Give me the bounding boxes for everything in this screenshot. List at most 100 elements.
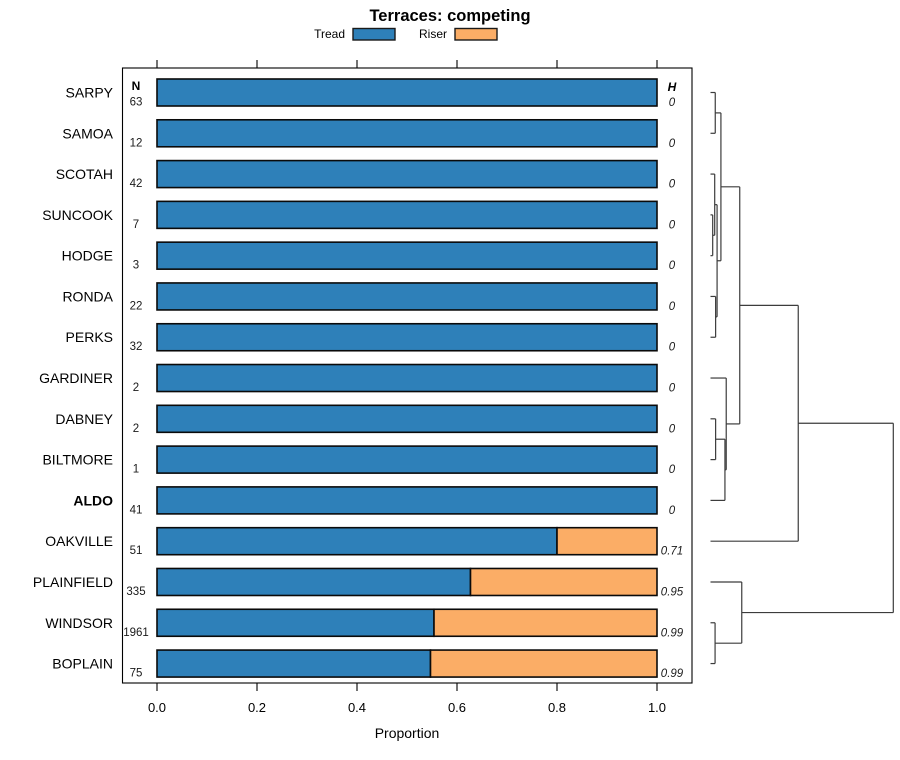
x-tick-label: 0.8 [548, 700, 566, 715]
chart-row-oakville: OAKVILLE 51 0.71 [45, 526, 683, 558]
n-column-header: N [132, 79, 141, 93]
row-label-dabney: DABNEY [55, 411, 113, 427]
h-value-dabney: 0 [669, 423, 676, 435]
n-value-windsor: 1961 [123, 627, 149, 639]
chart-row-ronda: RONDA 22 0 [62, 282, 676, 313]
n-value-dabney: 2 [133, 423, 139, 435]
chart-title: Terraces: competing [369, 7, 530, 25]
chart-row-boplain: BOPLAIN 75 0.99 [52, 649, 684, 680]
bar-tread-windsor [156, 608, 435, 638]
legend-swatch-riser [454, 27, 498, 41]
bar-tread-sarpy [156, 78, 658, 107]
bar-tread-biltmore [156, 445, 658, 474]
chart-row-aldo: ALDO 41 0 [73, 486, 676, 517]
h-value-hodge: 0 [669, 260, 676, 272]
h-value-perks: 0 [669, 342, 676, 354]
n-value-suncook: 7 [133, 219, 139, 231]
h-value-ronda: 0 [669, 301, 676, 313]
bar-riser-oakville [556, 526, 658, 556]
n-value-ronda: 22 [130, 300, 143, 312]
n-value-biltmore: 1 [133, 464, 139, 476]
chart-row-biltmore: BILTMORE 1 0 [42, 445, 676, 476]
chart-row-sarpy: SARPY 63 0 [66, 78, 676, 109]
row-label-biltmore: BILTMORE [42, 452, 113, 468]
row-label-suncook: SUNCOOK [42, 207, 113, 223]
bar-tread-aldo [156, 486, 658, 515]
x-axis-label: Proportion [375, 725, 440, 741]
row-label-boplain: BOPLAIN [52, 656, 113, 672]
plot-border [121, 67, 693, 684]
x-tick-label: 1.0 [648, 700, 666, 715]
h-value-biltmore: 0 [669, 464, 676, 476]
n-value-oakville: 51 [130, 545, 143, 557]
bar-tread-oakville [156, 526, 558, 556]
h-value-scotah: 0 [669, 179, 676, 191]
h-value-plainfield: 0.95 [661, 586, 684, 598]
chart-row-windsor: WINDSOR 1961 0.99 [45, 608, 684, 639]
bar-tread-gardiner [156, 363, 658, 393]
n-value-boplain: 75 [130, 668, 143, 680]
legend: Tread Riser [314, 27, 498, 41]
row-label-scotah: SCOTAH [56, 166, 113, 182]
n-value-scotah: 42 [130, 178, 143, 190]
bar-tread-boplain [156, 649, 432, 678]
bar-tread-hodge [156, 241, 658, 270]
row-label-windsor: WINDSOR [45, 615, 113, 631]
x-tick-label: 0.0 [148, 700, 166, 715]
row-label-sarpy: SARPY [66, 85, 114, 101]
bar-tread-suncook [156, 200, 658, 230]
x-axis-ticks: 0.0 0.2 0.4 0.6 0.8 1.0 [148, 60, 666, 715]
h-value-oakville: 0.71 [661, 546, 683, 558]
n-value-sarpy: 63 [130, 97, 143, 109]
n-value-aldo: 41 [130, 504, 143, 516]
legend-swatch-tread [352, 27, 396, 41]
row-label-aldo: ALDO [73, 492, 113, 508]
bar-tread-scotah [156, 159, 658, 189]
h-value-windsor: 0.99 [661, 627, 684, 639]
row-label-plainfield: PLAINFIELD [33, 574, 113, 590]
h-value-suncook: 0 [669, 219, 676, 231]
h-value-aldo: 0 [669, 505, 676, 517]
bar-tread-ronda [156, 282, 658, 311]
bar-tread-plainfield [156, 567, 472, 597]
legend-label-tread: Tread [314, 27, 345, 41]
x-tick-label: 0.4 [348, 700, 366, 715]
chart-row-scotah: SCOTAH 42 0 [56, 159, 676, 191]
row-label-hodge: HODGE [62, 248, 113, 264]
chart-row-dabney: DABNEY 2 0 [55, 404, 676, 435]
row-label-perks: PERKS [66, 329, 113, 345]
n-value-plainfield: 335 [126, 586, 145, 598]
h-value-samoa: 0 [669, 138, 676, 150]
row-label-samoa: SAMOA [62, 125, 113, 141]
chart-row-hodge: HODGE 3 0 [62, 241, 676, 272]
chart-row-gardiner: GARDINER 2 0 [39, 363, 676, 395]
n-value-gardiner: 2 [133, 382, 139, 394]
bar-tread-dabney [156, 404, 658, 434]
h-value-sarpy: 0 [669, 97, 676, 109]
bar-riser-plainfield [469, 567, 658, 597]
bar-tread-perks [156, 322, 658, 352]
legend-label-riser: Riser [419, 27, 447, 41]
chart-row-perks: PERKS 32 0 [66, 322, 676, 354]
chart-row-plainfield: PLAINFIELD 335 0.95 [33, 567, 684, 598]
chart-row-suncook: SUNCOOK 7 0 [42, 200, 676, 231]
row-label-oakville: OAKVILLE [45, 533, 113, 549]
row-label-gardiner: GARDINER [39, 370, 113, 386]
h-value-boplain: 0.99 [661, 668, 684, 680]
n-value-perks: 32 [130, 341, 143, 353]
n-value-hodge: 3 [133, 260, 139, 272]
dendrogram [710, 91, 894, 665]
h-value-gardiner: 0 [669, 383, 676, 395]
n-value-samoa: 12 [130, 137, 143, 149]
x-tick-label: 0.6 [448, 700, 466, 715]
bar-riser-windsor [433, 608, 658, 638]
row-label-ronda: RONDA [62, 288, 113, 304]
h-column-header: H [668, 80, 677, 94]
x-tick-label: 0.2 [248, 700, 266, 715]
bar-tread-samoa [156, 118, 658, 148]
chart-row-samoa: SAMOA 12 0 [62, 118, 676, 150]
bar-riser-boplain [429, 649, 658, 678]
